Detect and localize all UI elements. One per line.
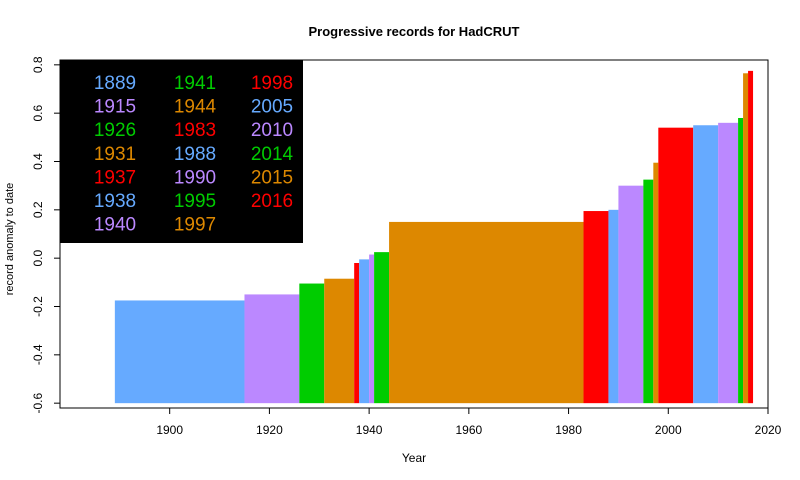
record-bar-1990 [618, 185, 644, 404]
record-bar-1926 [299, 283, 325, 404]
legend-year-1944: 1944 [174, 97, 217, 118]
record-bars [114, 70, 754, 404]
record-bar-2014 [738, 118, 744, 404]
record-bar-1940 [369, 254, 375, 404]
y-tick-label-5: 0.4 [31, 153, 45, 170]
x-tick-label-1980: 1980 [555, 423, 582, 437]
record-bar-1931 [324, 278, 355, 404]
x-axis-label: Year [402, 451, 426, 465]
legend-year-1983: 1983 [174, 120, 216, 141]
legend-year-1937: 1937 [94, 167, 136, 188]
y-tick-label-0: -0.6 [31, 393, 45, 414]
record-bar-2005 [693, 125, 719, 404]
legend-year-2015: 2015 [251, 167, 293, 188]
record-bar-2016 [748, 70, 754, 404]
plot-frame [59, 59, 769, 409]
x-tick-label-1900: 1900 [156, 423, 183, 437]
y-tick-label-4: 0.2 [31, 201, 45, 218]
legend-year-1995: 1995 [174, 191, 216, 212]
record-bar-2010 [718, 122, 739, 404]
legend-year-1889: 1889 [94, 73, 136, 94]
x-tick-label-2020: 2020 [755, 423, 782, 437]
legend-year-1915: 1915 [94, 97, 136, 118]
record-bar-1983 [583, 211, 609, 404]
legend-year-1990: 1990 [174, 167, 216, 188]
legend-year-1926: 1926 [94, 120, 136, 141]
record-bar-1915 [244, 294, 300, 404]
record-bar-1995 [643, 179, 654, 404]
record-bar-1937 [354, 263, 360, 404]
legend-year-1988: 1988 [174, 144, 216, 165]
record-bar-1941 [374, 252, 390, 404]
x-tick-label-1940: 1940 [356, 423, 383, 437]
record-bar-1889 [114, 300, 245, 404]
y-tick-label-3: 0.0 [31, 250, 45, 267]
y-axis: -0.6 -0.4 -0.2 0.0 0.2 0.4 0.6 0.8 [31, 56, 60, 414]
legend-year-1938: 1938 [94, 191, 136, 212]
y-axis-label: record anomaly to date [4, 183, 16, 296]
y-tick-label-7: 0.8 [31, 56, 45, 73]
record-bar-1944 [389, 221, 584, 404]
legend-year-1931: 1931 [94, 144, 136, 165]
y-tick-label-1: -0.4 [31, 344, 45, 365]
record-bar-1997 [653, 162, 659, 404]
legend-year-1940: 1940 [94, 215, 136, 236]
x-tick-label-2000: 2000 [655, 423, 682, 437]
x-tick-label-1920: 1920 [256, 423, 283, 437]
legend-year-2010: 2010 [251, 120, 293, 141]
legend-year-2014: 2014 [251, 144, 294, 165]
x-tick-label-1960: 1960 [455, 423, 482, 437]
y-tick-label-6: 0.6 [31, 105, 45, 122]
legend-year-1997: 1997 [174, 215, 216, 236]
legend-year-2016: 2016 [251, 191, 293, 212]
legend-year-2005: 2005 [251, 97, 293, 118]
record-bar-1998 [658, 127, 694, 404]
x-axis: 1900 1920 1940 1960 1980 2000 2020 [156, 408, 782, 437]
record-bar-2015 [743, 73, 749, 404]
record-bar-1988 [608, 209, 619, 404]
record-bar-1938 [359, 259, 370, 404]
chart-title: Progressive records for HadCRUT [309, 24, 520, 39]
legend-year-1998: 1998 [251, 73, 293, 94]
legend-box [60, 60, 303, 243]
legend-year-1941: 1941 [174, 73, 216, 94]
y-tick-label-2: -0.2 [31, 296, 45, 317]
